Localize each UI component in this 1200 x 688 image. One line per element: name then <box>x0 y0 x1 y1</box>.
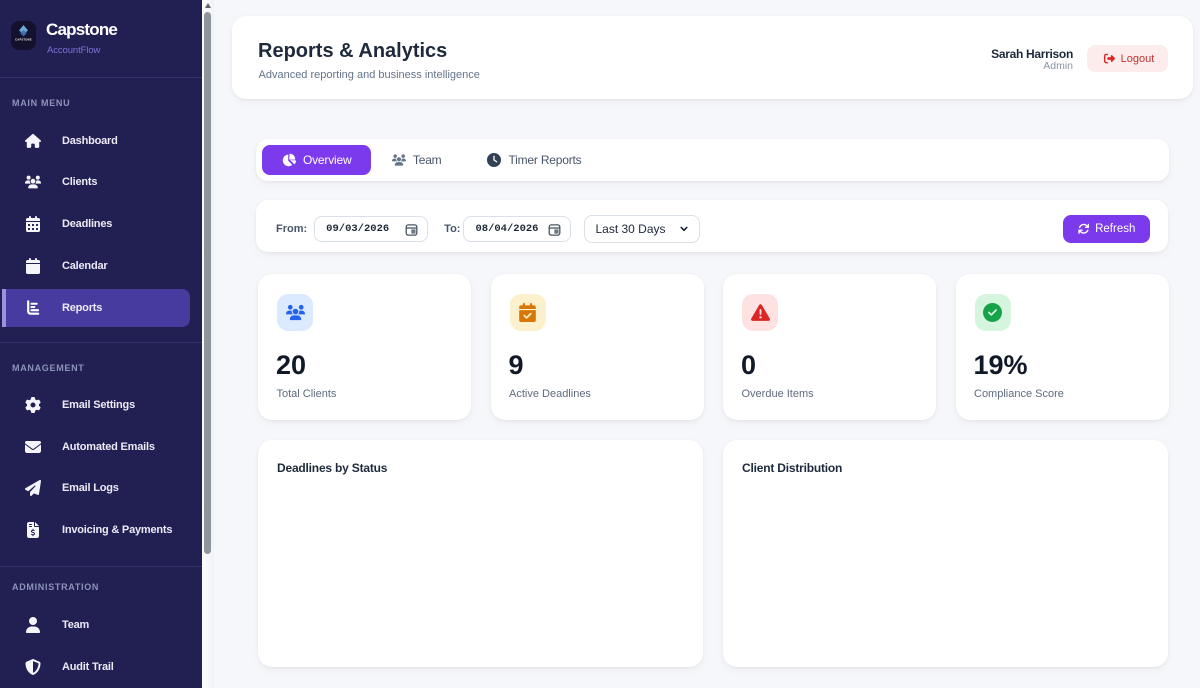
svg-text:CAPSTONE: CAPSTONE <box>15 38 32 42</box>
